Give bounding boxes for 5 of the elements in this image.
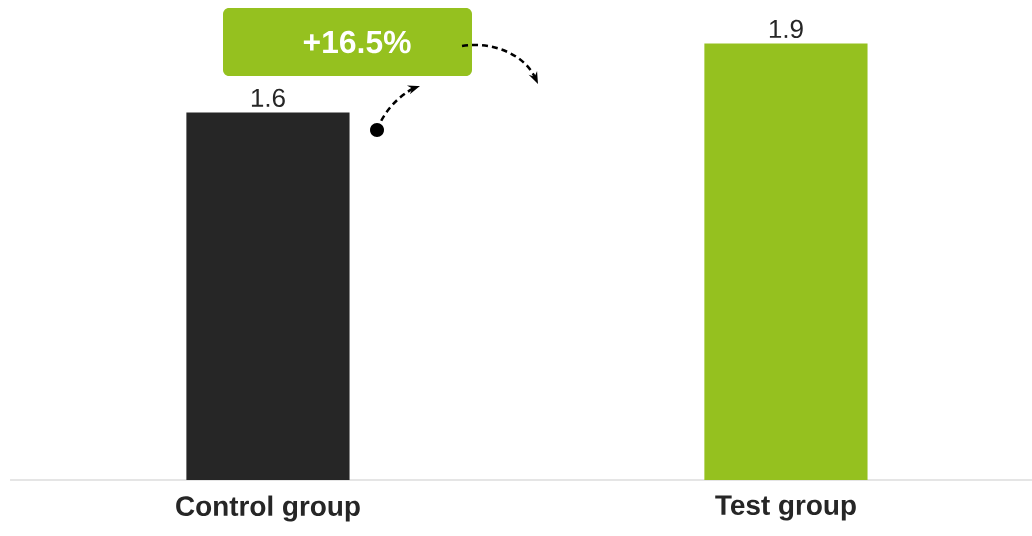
annotation: +16.5% bbox=[303, 30, 411, 54]
data-label: 1.6 bbox=[251, 88, 285, 107]
data-label: 1.9 bbox=[769, 19, 803, 39]
x-tick-label: Test group bbox=[715, 495, 856, 521]
x-tick-label: Control group bbox=[176, 495, 360, 522]
